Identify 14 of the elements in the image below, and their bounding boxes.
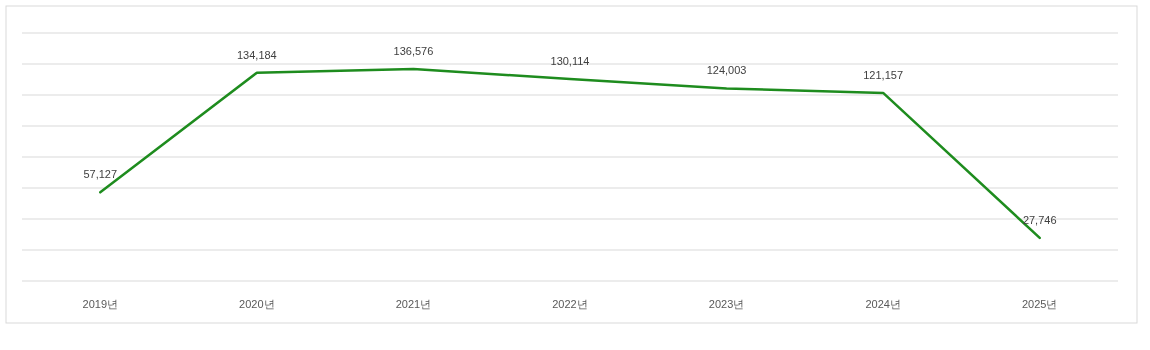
data-label: 134,184: [236, 48, 277, 61]
data-label: 136,576: [393, 44, 434, 57]
data-label: 130,114: [550, 54, 590, 67]
x-tick-label: 2023년: [708, 298, 745, 310]
data-label: 57,127: [83, 168, 118, 181]
data-label: 27,746: [1022, 213, 1057, 226]
x-tick-label: 2019년: [82, 298, 119, 310]
x-tick-label: 2025년: [1021, 298, 1058, 310]
data-label: 121,157: [863, 68, 904, 81]
data-label: 124,003: [706, 64, 747, 77]
x-tick-label: 2021년: [395, 298, 432, 310]
x-tick-label: 2020년: [239, 298, 275, 310]
x-tick-label: 2024년: [865, 298, 901, 310]
x-tick-label: 2022년: [552, 298, 588, 310]
